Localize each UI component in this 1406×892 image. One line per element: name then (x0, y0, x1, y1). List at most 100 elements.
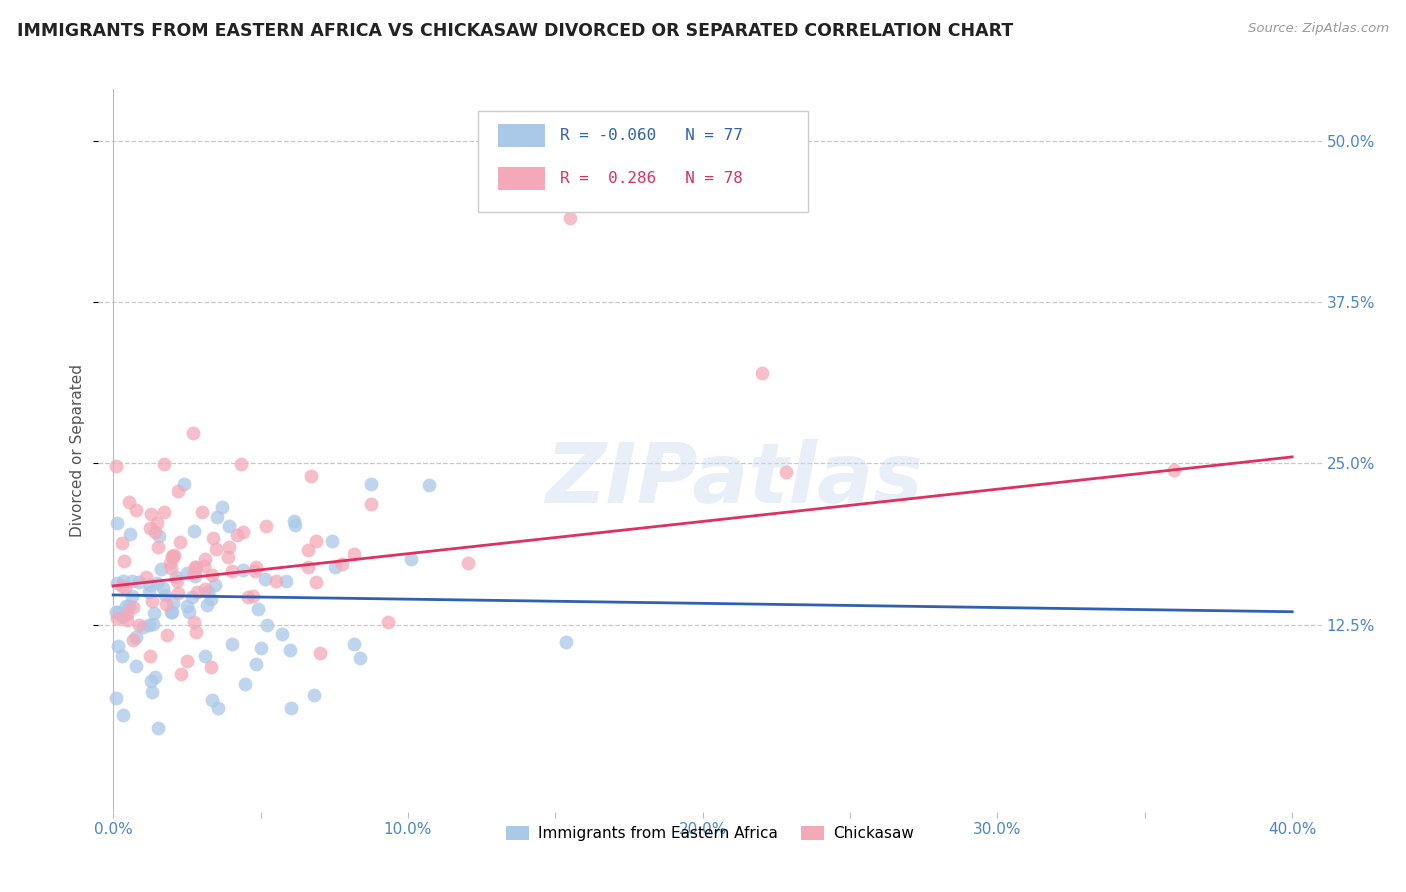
Point (349, 651, 371, 665)
Point (143, 670, 166, 684)
Point (148, 540, 170, 554)
Point (183, 560, 205, 574)
Point (242, 589, 264, 603)
Point (166, 574, 188, 588)
Point (146, 575, 169, 590)
Point (231, 524, 253, 539)
Point (193, 558, 215, 573)
FancyBboxPatch shape (478, 111, 808, 212)
Point (555, 634, 578, 648)
Point (105, 459, 128, 474)
Point (138, 618, 160, 632)
Point (112, 554, 135, 568)
Point (202, 531, 225, 545)
Point (176, 654, 198, 668)
Point (128, 617, 150, 632)
Point (111, 579, 134, 593)
Point (1163, 463, 1185, 477)
Point (176, 599, 198, 613)
Point (183, 566, 205, 580)
Point (280, 701, 302, 715)
Point (264, 574, 287, 589)
Point (167, 483, 190, 498)
Point (325, 560, 347, 574)
Point (139, 649, 162, 664)
Point (114, 599, 136, 614)
Point (305, 533, 328, 548)
Point (330, 557, 353, 571)
Point (200, 592, 222, 607)
Point (142, 617, 165, 632)
Point (115, 607, 138, 621)
Point (245, 564, 267, 578)
Point (218, 519, 240, 533)
Point (165, 570, 187, 584)
Point (138, 585, 160, 599)
Point (115, 613, 138, 627)
Point (183, 615, 205, 629)
Point (111, 536, 134, 550)
Point (278, 643, 301, 657)
Point (233, 677, 256, 691)
Point (160, 605, 183, 619)
Point (107, 639, 129, 653)
Point (186, 624, 208, 639)
Point (153, 457, 176, 471)
Point (152, 581, 174, 595)
Point (125, 503, 148, 517)
Point (305, 575, 328, 590)
Point (283, 514, 305, 528)
Point (166, 585, 188, 599)
Legend: Immigrants from Eastern Africa, Chickasaw: Immigrants from Eastern Africa, Chickasa… (501, 820, 920, 847)
Point (201, 567, 224, 582)
Point (751, 366, 773, 380)
Point (135, 570, 157, 584)
Y-axis label: Divorced or Separated: Divorced or Separated (70, 364, 86, 537)
Point (558, 211, 581, 226)
Point (229, 458, 252, 472)
Point (121, 589, 143, 603)
Point (181, 591, 204, 605)
Point (153, 505, 176, 519)
FancyBboxPatch shape (498, 167, 546, 190)
Point (121, 574, 143, 589)
Point (201, 692, 224, 706)
Point (271, 627, 294, 641)
Point (191, 505, 214, 519)
Point (162, 596, 184, 610)
Point (221, 564, 243, 578)
Point (200, 660, 222, 674)
Point (184, 560, 207, 574)
Point (217, 549, 239, 564)
Point (162, 549, 184, 563)
Point (111, 707, 134, 722)
Point (195, 599, 218, 613)
Point (105, 516, 128, 530)
Point (184, 569, 207, 583)
Point (205, 510, 228, 524)
Point (309, 646, 332, 660)
Point (218, 540, 240, 554)
Point (118, 599, 141, 613)
Point (125, 659, 148, 673)
Point (377, 615, 399, 629)
Point (360, 477, 382, 491)
Point (256, 618, 278, 632)
Point (245, 559, 267, 574)
Point (207, 701, 229, 715)
Point (156, 628, 179, 642)
Point (160, 605, 183, 619)
Point (125, 631, 148, 645)
Point (247, 601, 270, 615)
Point (143, 524, 166, 539)
Point (118, 495, 141, 509)
Point (284, 518, 307, 533)
Point (194, 649, 217, 664)
Point (297, 559, 319, 574)
Point (343, 547, 366, 561)
Point (139, 674, 162, 689)
Point (221, 637, 243, 651)
Point (120, 526, 142, 541)
Point (122, 633, 145, 648)
Point (457, 557, 479, 571)
